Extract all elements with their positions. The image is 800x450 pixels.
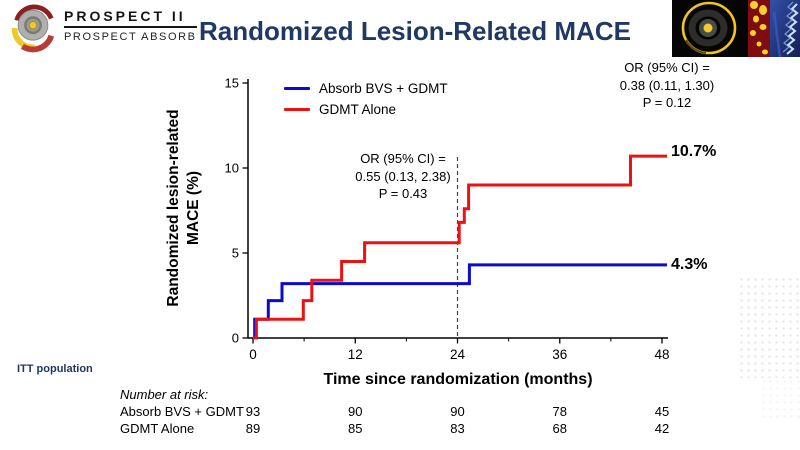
risk-row-label-absorb: Absorb BVS + GDMT [120,404,244,419]
legend-label-absorb: Absorb BVS + GDMT [319,81,448,96]
or-24-line2: 0.55 (0.13, 2.38) [355,168,451,184]
risk-value: 85 [348,421,363,436]
endpoint-label-absorb: 4.3% [671,256,708,273]
y-tick-label: 5 [232,246,239,261]
imaging-strip [672,0,800,57]
ivus-image-icon [672,0,748,57]
halftone-dots-decoration [738,276,800,378]
x-tick-label: 12 [348,347,363,362]
x-tick-label: 0 [249,347,257,362]
risk-value: 89 [245,421,261,436]
y-axis-label-line1: Randomized lesion-related [165,109,182,307]
series-line-absorb [253,263,667,340]
page-title: Randomized Lesion-Related MACE [199,16,631,46]
y-tick-label: 15 [225,76,239,91]
legend-label-gdmt: GDMT Alone [319,102,397,117]
legend-row-absorb: Absorb BVS + GDMT [284,78,448,99]
population-label: ITT population [17,363,93,375]
risk-value: 42 [654,421,670,436]
risk-table-caption: Number at risk: [120,387,209,402]
risk-row-label-gdmt: GDMT Alone [120,421,195,436]
risk-value: 68 [552,421,567,436]
x-tick-label: 36 [552,347,567,362]
legend-row-gdmt: GDMT Alone [284,99,448,120]
endpoint-label-gdmt: 10.7% [671,143,717,160]
or-48-line1: OR (95% CI) = [624,60,710,75]
risk-value: 45 [654,404,670,419]
scaffold-render-icon [770,0,800,57]
or-24-line1: OR (95% CI) = [360,151,446,166]
or-annotation-48mo: OR (95% CI) = 0.38 (0.11, 1.30) P = 0.12 [592,59,742,112]
risk-value: 83 [450,421,465,436]
y-axis-label-line2: MACE (%) [185,170,202,246]
series-line-gdmt [253,154,667,340]
nirs-chemogram-icon [748,0,770,57]
x-axis-label: Time since randomization (months) [323,371,593,388]
or-48-line3: P = 0.12 [642,95,692,110]
study-logo: PROSPECT II PROSPECT ABSORB [8,4,197,56]
or-48-line2: 0.38 (0.11, 1.30) [619,77,715,93]
legend-swatch-gdmt [284,107,310,112]
chart-legend: Absorb BVS + GDMT GDMT Alone [284,78,448,120]
or-24-line3: P = 0.43 [378,186,428,201]
risk-value: 93 [245,404,261,419]
y-tick-label: 10 [225,161,239,176]
or-annotation-24mo: OR (95% CI) = 0.55 (0.13, 2.38) P = 0.43 [328,150,478,203]
halftone-dots-decoration-small [760,378,800,418]
logo-line-1: PROSPECT II [64,8,197,28]
risk-value: 78 [552,404,567,419]
y-tick-label: 0 [232,331,239,346]
x-tick-label: 24 [450,347,466,362]
prospect-logo-icon [11,4,55,53]
study-logo-text: PROSPECT II PROSPECT ABSORB [64,4,197,43]
risk-value: 90 [348,404,363,419]
logo-line-2: PROSPECT ABSORB [64,31,197,43]
y-axis-label: Randomized lesion-related MACE (%) [164,109,204,306]
risk-value: 90 [450,404,465,419]
legend-swatch-absorb [284,86,310,91]
x-tick-label: 48 [654,347,669,362]
